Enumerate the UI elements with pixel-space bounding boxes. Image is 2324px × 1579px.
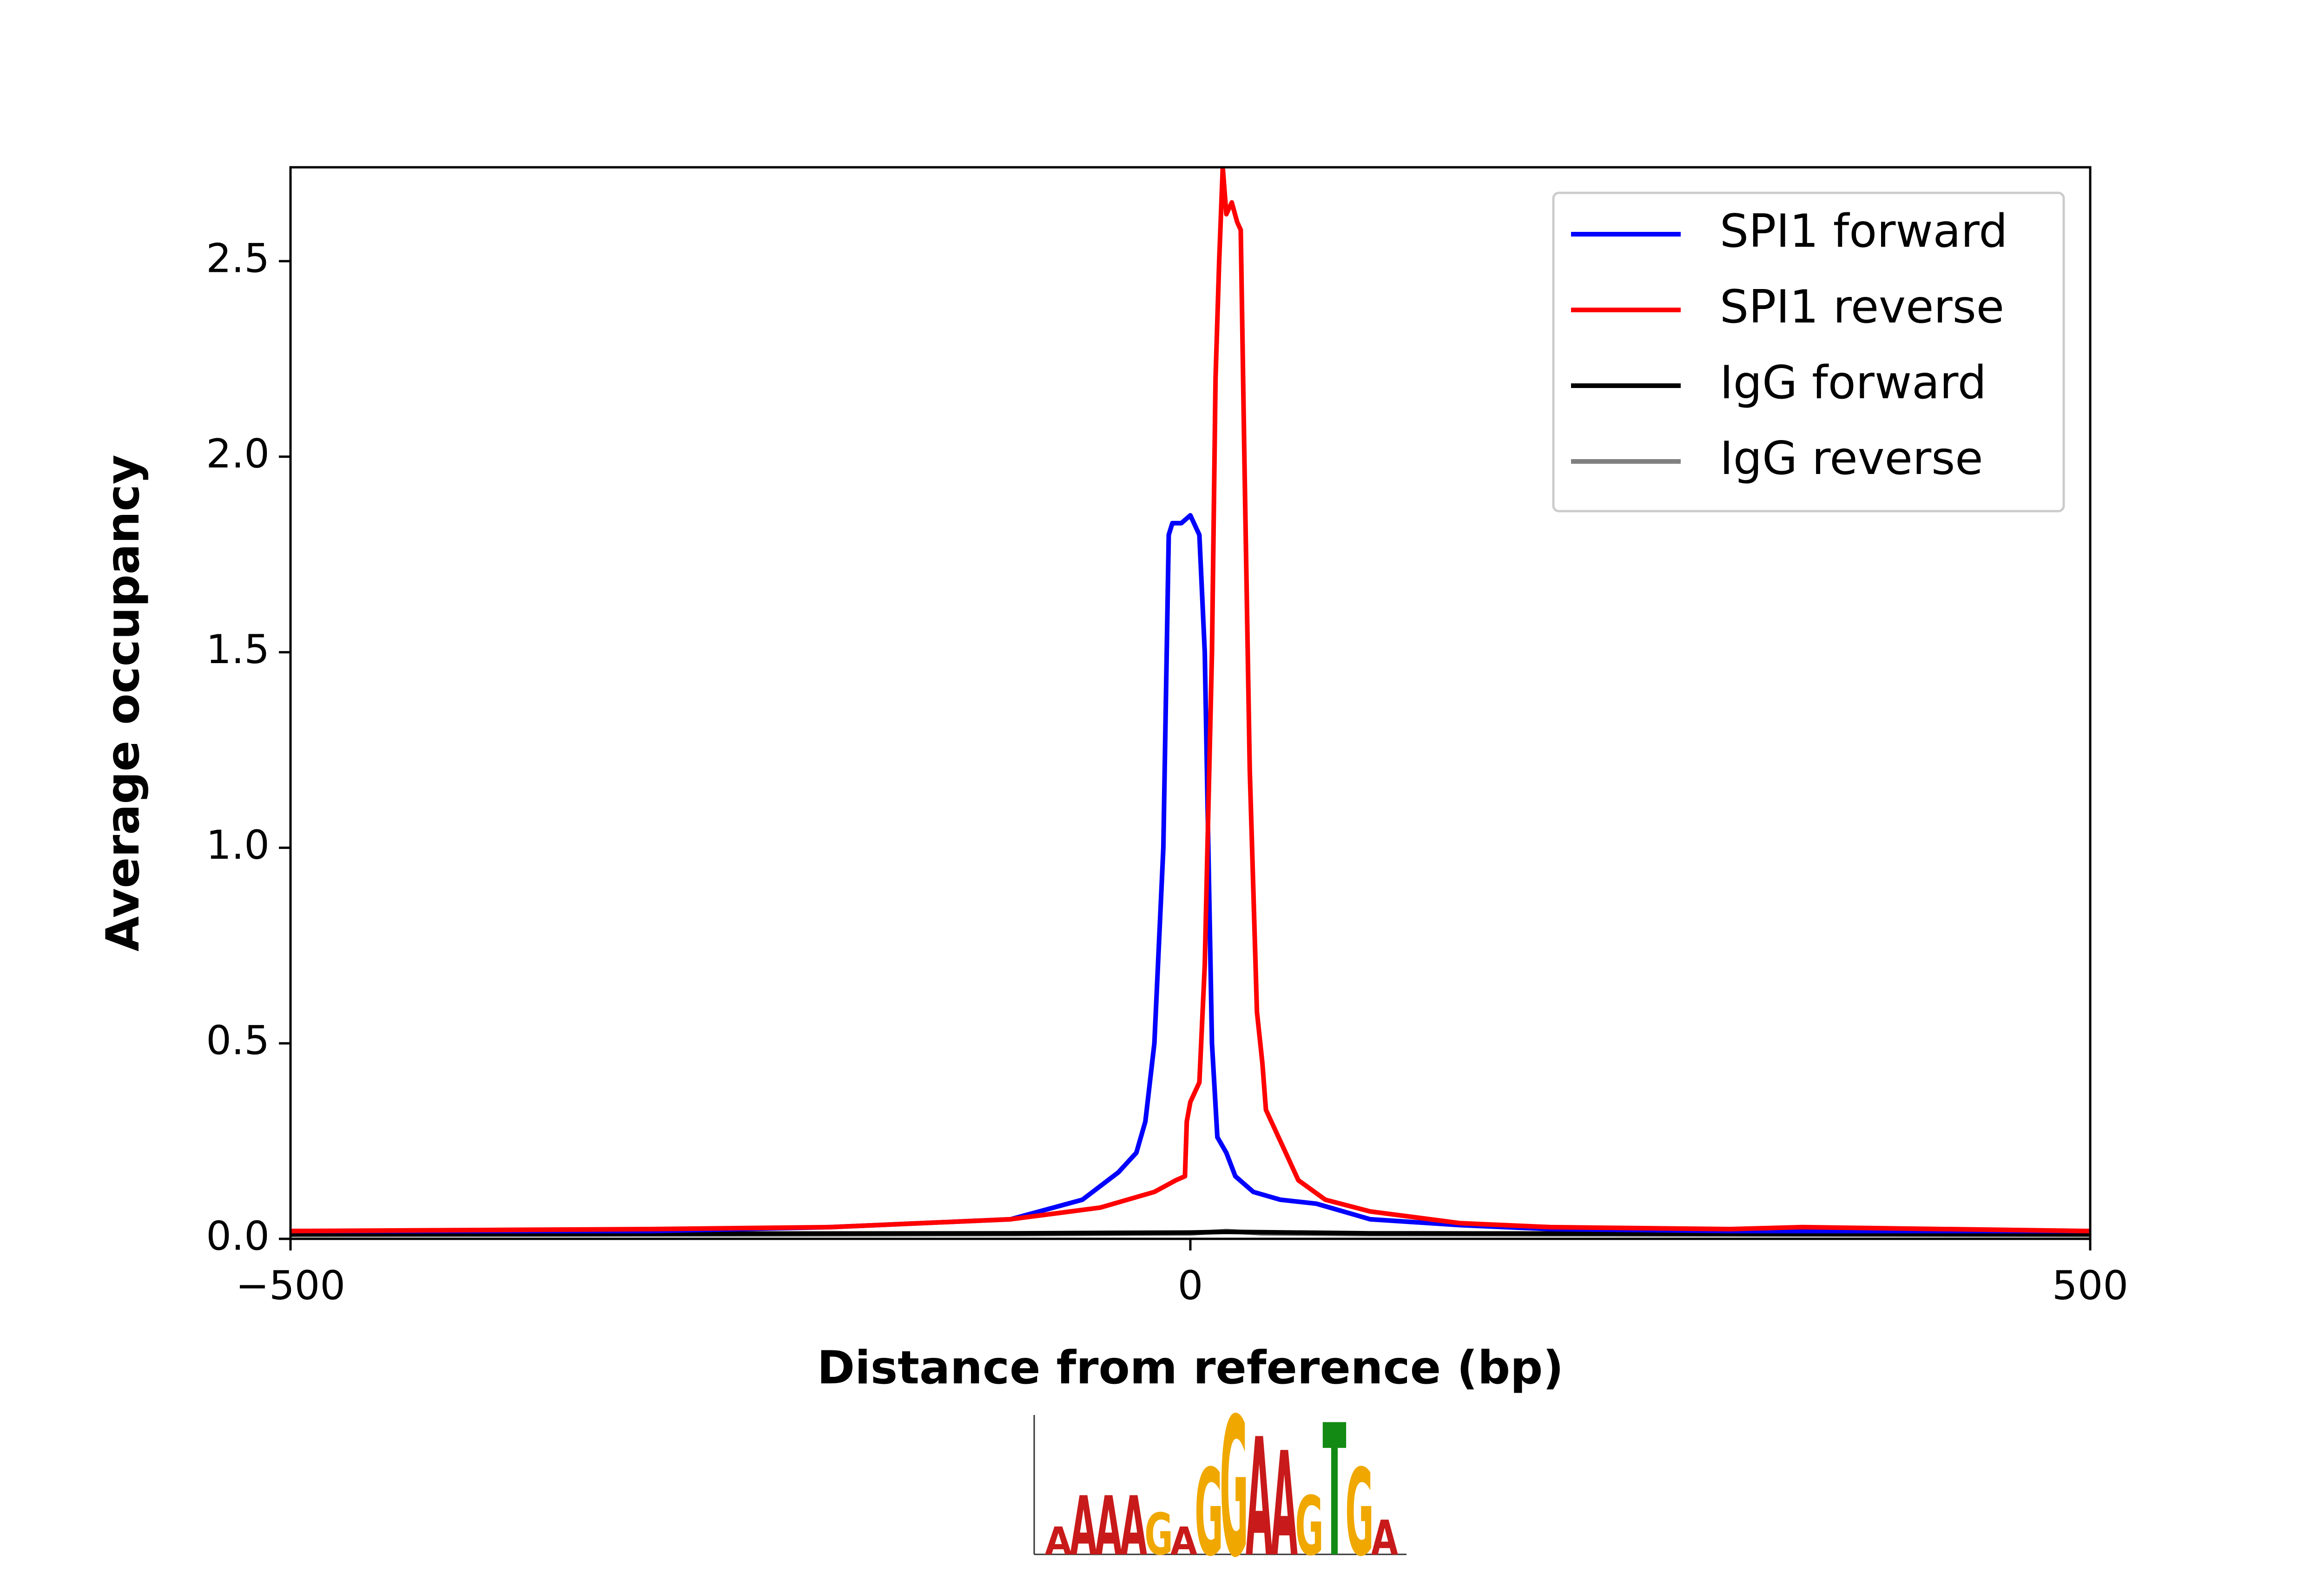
y-tick-label: 2.0 — [206, 431, 270, 477]
x-axis-label: Distance from reference (bp) — [817, 1342, 1564, 1395]
logo-letter: A — [1095, 1479, 1122, 1574]
y-tick-label: 0.5 — [206, 1018, 270, 1064]
logo-letter: A — [1371, 1511, 1398, 1566]
y-tick-label: 0.0 — [206, 1213, 270, 1259]
x-tick-label: 0 — [1178, 1263, 1203, 1309]
logo-letter: T — [1322, 1387, 1347, 1579]
legend-label: IgG forward — [1720, 356, 1987, 409]
y-axis-label: Average occupancy — [97, 454, 150, 951]
x-tick-label: −500 — [236, 1263, 345, 1309]
logo-letter: A — [1271, 1421, 1298, 1579]
logo-letter: A — [1246, 1404, 1273, 1579]
series-line — [290, 167, 2090, 1234]
plot-frame — [289, 166, 2092, 1240]
legend-label: IgG reverse — [1720, 432, 1983, 485]
y-tick-label: 2.5 — [206, 235, 270, 282]
series-line — [290, 1229, 2090, 1237]
y-tick-label: 1.0 — [206, 822, 270, 868]
logo-letter: A — [1045, 1519, 1072, 1564]
legend-box — [1552, 191, 2065, 513]
legend-label: SPI1 forward — [1720, 205, 2007, 258]
y-tick-label: 1.5 — [206, 626, 270, 673]
logo-letter: G — [1345, 1443, 1374, 1579]
logo-letter: A — [1070, 1479, 1097, 1574]
logo-letter: G — [1144, 1501, 1173, 1568]
logo-letter: G — [1295, 1479, 1324, 1574]
series-line — [290, 513, 2090, 1234]
legend-label: SPI1 reverse — [1720, 281, 2004, 334]
logo-letter: G — [1195, 1443, 1223, 1579]
x-tick-label: 500 — [2052, 1263, 2128, 1309]
logo-letter: A — [1170, 1519, 1197, 1564]
logo-letter: A — [1120, 1479, 1147, 1574]
logo-letter: G — [1220, 1377, 1248, 1579]
